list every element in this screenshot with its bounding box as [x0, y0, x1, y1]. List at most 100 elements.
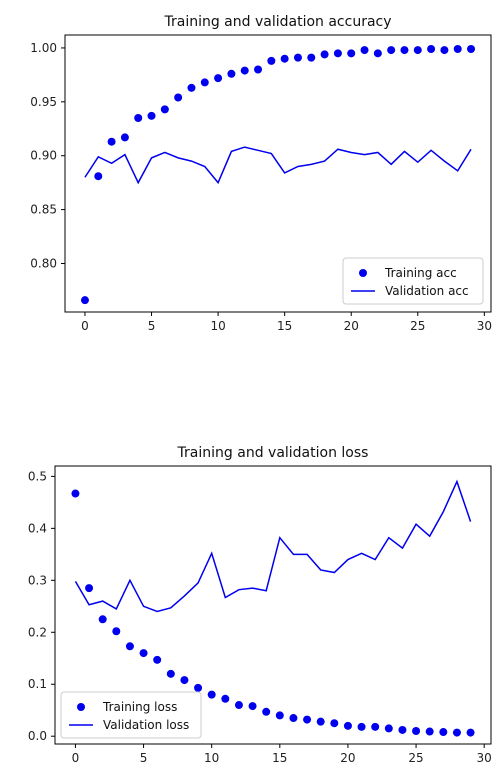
legend-marker-points — [359, 269, 367, 277]
data-point-training-acc — [214, 74, 223, 83]
data-point-training-acc — [453, 45, 462, 54]
data-point-training-loss — [343, 721, 352, 730]
data-point-training-loss — [248, 702, 257, 711]
data-point-training-acc — [320, 50, 329, 59]
data-point-training-acc — [280, 54, 289, 63]
x-tick-label: 5 — [148, 319, 156, 333]
data-point-training-acc — [400, 46, 409, 55]
data-point-training-acc — [187, 83, 196, 92]
data-point-training-acc — [347, 49, 356, 58]
data-point-training-loss — [289, 714, 298, 723]
data-point-training-acc — [254, 65, 263, 74]
x-tick-label: 30 — [477, 319, 492, 333]
series-line-validation-acc — [84, 146, 472, 185]
x-tick-label: 25 — [410, 319, 425, 333]
data-point-training-loss — [371, 722, 380, 731]
data-point-training-acc — [413, 46, 422, 55]
legend-box — [60, 691, 202, 739]
y-tick-label: 0.80 — [30, 256, 57, 270]
legend-label: Validation loss — [103, 718, 189, 732]
data-point-training-loss — [425, 727, 434, 736]
data-point-training-loss — [466, 728, 475, 737]
y-tick-label: 0.2 — [28, 625, 47, 639]
data-point-training-loss — [125, 642, 134, 651]
chart-loss: Training and validation loss 0 5 10 15 20 25 30… — [28, 445, 492, 765]
x-tick-label: 15 — [277, 319, 292, 333]
data-point-training-loss — [71, 489, 80, 498]
data-point-training-loss — [439, 728, 448, 737]
data-point-training-loss — [330, 719, 339, 728]
x-tick-label: 5 — [140, 751, 148, 765]
axes-frame — [64, 34, 492, 313]
legend: Training acc Validation acc — [342, 257, 484, 305]
data-point-training-acc — [227, 69, 236, 78]
data-point-training-loss — [316, 717, 325, 726]
data-point-training-loss — [234, 701, 243, 710]
legend-marker-points — [77, 703, 85, 711]
y-tick-label: 0.4 — [28, 521, 47, 535]
data-point-training-acc — [293, 53, 302, 62]
y-tick-label: 0.1 — [28, 677, 47, 691]
data-point-training-acc — [307, 53, 316, 62]
chart-title: Training and validation loss — [177, 445, 369, 461]
y-tick-label: 0.85 — [30, 203, 57, 217]
y-tick-label: 1.00 — [30, 41, 57, 55]
data-point-training-acc — [240, 66, 249, 75]
data-point-training-acc — [174, 93, 183, 102]
x-tick-label: 10 — [204, 751, 219, 765]
x-tick-label: 20 — [340, 751, 355, 765]
data-point-training-loss — [139, 649, 148, 658]
data-point-training-loss — [98, 615, 107, 624]
series-line-validation-loss — [74, 479, 472, 613]
data-point-training-loss — [357, 722, 366, 731]
data-point-training-loss — [180, 676, 189, 685]
data-point-training-acc — [427, 45, 436, 54]
data-point-training-acc — [80, 296, 89, 305]
data-point-training-acc — [134, 113, 143, 122]
x-tick-label: 30 — [477, 751, 492, 765]
data-point-training-loss — [398, 725, 407, 734]
y-tick-label: 0.3 — [28, 573, 47, 587]
data-point-training-loss — [166, 669, 175, 678]
chart-title: Training and validation accuracy — [163, 14, 391, 30]
data-point-training-loss — [262, 707, 271, 716]
data-point-training-loss — [207, 690, 216, 699]
legend-label: Validation acc — [385, 284, 469, 298]
data-point-training-loss — [412, 727, 421, 736]
y-tick-label: 0.0 — [28, 729, 47, 743]
data-point-training-loss — [221, 694, 230, 703]
data-point-training-acc — [387, 46, 396, 55]
data-point-training-acc — [200, 78, 209, 87]
data-point-training-acc — [373, 49, 382, 58]
axes-frame — [54, 465, 492, 745]
legend-label: Training loss — [102, 700, 177, 714]
data-point-training-acc — [147, 111, 156, 120]
data-point-training-acc — [267, 56, 276, 65]
data-point-training-acc — [467, 45, 476, 54]
x-tick-label: 20 — [344, 319, 359, 333]
x-tick-label: 0 — [81, 319, 89, 333]
data-point-training-acc — [120, 133, 129, 142]
data-point-training-acc — [333, 49, 342, 58]
legend: Training loss Validation loss — [60, 691, 202, 739]
chart-accuracy: Training and validation accuracy 0 5 10 15 20… — [30, 14, 492, 333]
y-tick-label: 0.5 — [28, 469, 47, 483]
x-tick-label: 15 — [272, 751, 287, 765]
data-point-training-loss — [85, 584, 94, 593]
x-tick-label: 25 — [408, 751, 423, 765]
data-point-training-loss — [153, 655, 162, 664]
data-point-training-loss — [452, 728, 461, 737]
data-point-training-loss — [275, 711, 284, 720]
y-tick-label: 0.90 — [30, 149, 57, 163]
data-point-training-acc — [160, 105, 169, 114]
data-point-training-acc — [107, 137, 116, 146]
data-point-training-acc — [360, 46, 369, 55]
data-point-training-acc — [94, 172, 103, 181]
y-tick-label: 0.95 — [30, 95, 57, 109]
data-point-training-loss — [303, 715, 312, 724]
data-point-training-acc — [440, 46, 449, 55]
data-point-training-loss — [194, 683, 203, 692]
data-point-training-loss — [112, 627, 121, 636]
